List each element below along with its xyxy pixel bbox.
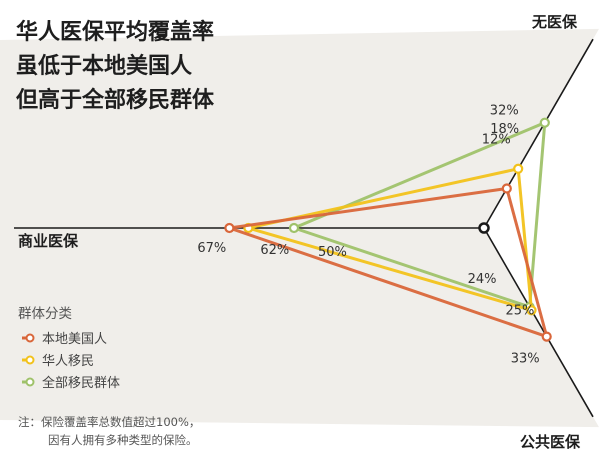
legend-label-native-americans: 本地美国人: [42, 332, 107, 347]
data-label-native-americans-0: 12%: [482, 133, 511, 148]
data-label-chinese-immigrants-1: 62%: [260, 243, 289, 258]
axis-line-uninsured: [483, 38, 594, 229]
data-label-all-immigrants-1: 50%: [318, 245, 347, 260]
legend-swatch-dot-native-americans: [25, 333, 35, 343]
data-label-all-immigrants-2: 24%: [468, 272, 497, 287]
axis-label-uninsured: 无医保: [531, 13, 578, 31]
series-group: [224, 117, 552, 342]
data-label-native-americans-2: 33%: [511, 352, 540, 367]
data-point-all-immigrants-1: [288, 222, 300, 234]
data-labels: 12% 67% 33% 18% 62% 25% 32% 50% 24%: [197, 104, 539, 367]
legend-label-chinese-immigrants: 华人移民: [42, 354, 94, 369]
chart-title-line-3: 但高于全部移民群体: [16, 87, 215, 113]
data-point-native-americans-0: [501, 183, 512, 194]
data-point-chinese-immigrants-0: [513, 163, 524, 174]
data-point-all-immigrants-0: [539, 117, 550, 128]
data-label-chinese-immigrants-2: 25%: [506, 303, 535, 318]
data-label-all-immigrants-0: 32%: [490, 104, 519, 119]
data-label-native-americans-1: 67%: [197, 241, 226, 256]
series-line-native-americans: [227, 187, 549, 339]
axis-label-private: 商业医保: [18, 232, 79, 250]
series-line-chinese-immigrants: [246, 167, 533, 312]
data-point-native-americans-1: [224, 222, 235, 234]
data-label-chinese-immigrants-0: 18%: [490, 122, 519, 137]
center-point: [478, 222, 490, 234]
legend-label-all-immigrants: 全部移民群体: [42, 375, 120, 391]
chart-title-line-2: 虽低于本地美国人: [16, 53, 192, 79]
chart-title-line-1: 华人医保平均覆盖率: [16, 19, 214, 45]
axis-label-public: 公共医保: [520, 433, 581, 451]
footnote-line-1: 注：保险覆盖率总数值超过100%，: [18, 415, 200, 429]
data-point-native-americans-2: [541, 331, 552, 342]
series-line-all-immigrants: [292, 121, 547, 309]
legend-title: 群体分类: [18, 306, 72, 322]
axis-line-public: [483, 227, 594, 418]
footnote-line-2: 因有人拥有多种类型的保险。: [48, 433, 198, 447]
legend-swatch-dot-all-immigrants: [25, 377, 35, 387]
data-point-chinese-immigrants-2: [526, 305, 537, 316]
legend-swatch-dot-chinese-immigrants: [25, 355, 35, 365]
